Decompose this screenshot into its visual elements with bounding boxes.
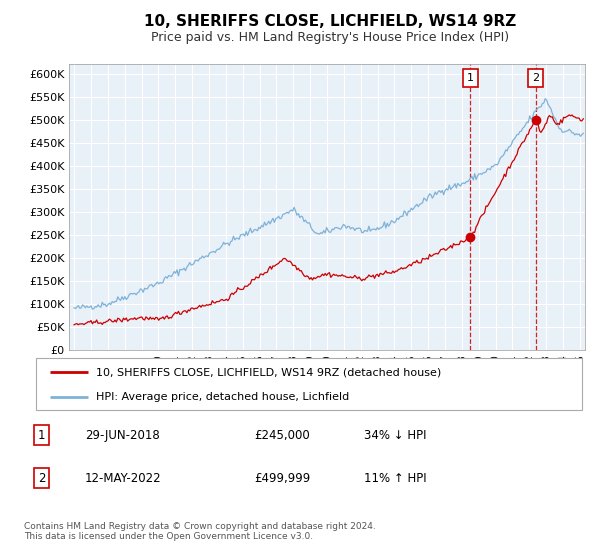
Text: 1: 1 <box>467 73 474 83</box>
Text: 10, SHERIFFS CLOSE, LICHFIELD, WS14 9RZ (detached house): 10, SHERIFFS CLOSE, LICHFIELD, WS14 9RZ … <box>96 367 442 377</box>
Text: £499,999: £499,999 <box>254 472 311 484</box>
Text: Contains HM Land Registry data © Crown copyright and database right 2024.
This d: Contains HM Land Registry data © Crown c… <box>24 522 376 542</box>
Text: 2: 2 <box>38 472 45 484</box>
Text: £245,000: £245,000 <box>254 428 310 442</box>
Text: 10, SHERIFFS CLOSE, LICHFIELD, WS14 9RZ: 10, SHERIFFS CLOSE, LICHFIELD, WS14 9RZ <box>144 14 516 29</box>
Text: 12-MAY-2022: 12-MAY-2022 <box>85 472 162 484</box>
Text: 29-JUN-2018: 29-JUN-2018 <box>85 428 160 442</box>
Text: HPI: Average price, detached house, Lichfield: HPI: Average price, detached house, Lich… <box>96 392 349 402</box>
Text: 11% ↑ HPI: 11% ↑ HPI <box>364 472 426 484</box>
FancyBboxPatch shape <box>36 358 582 410</box>
Text: 34% ↓ HPI: 34% ↓ HPI <box>364 428 426 442</box>
Text: 1: 1 <box>38 428 45 442</box>
Text: Price paid vs. HM Land Registry's House Price Index (HPI): Price paid vs. HM Land Registry's House … <box>151 31 509 44</box>
Text: 2: 2 <box>532 73 539 83</box>
